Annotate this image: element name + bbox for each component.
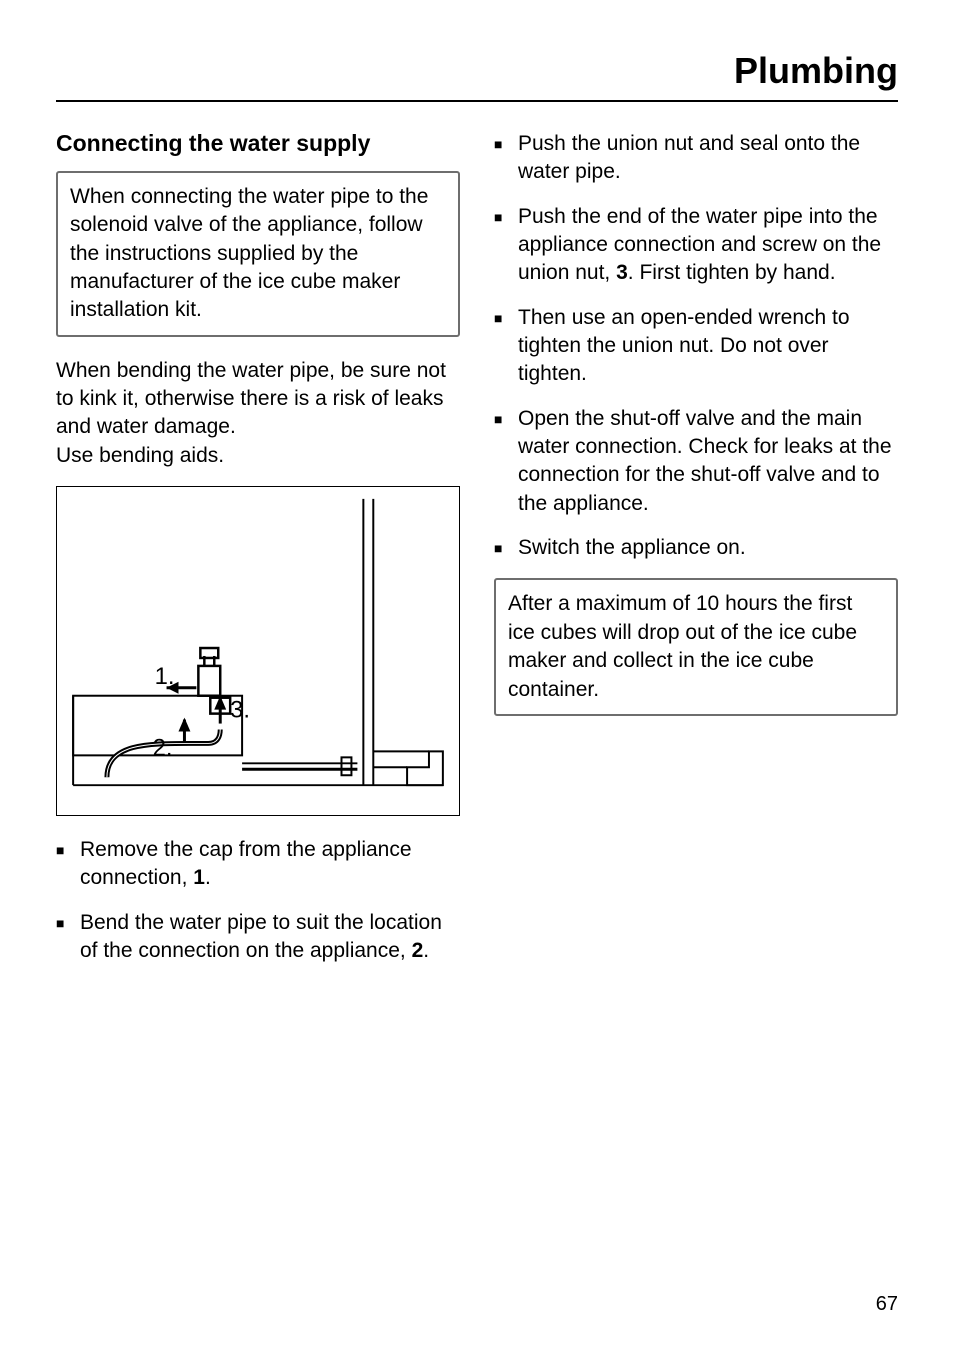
figure-label-2: 2.	[153, 734, 173, 761]
page-title: Plumbing	[56, 50, 898, 92]
bullet-square-icon: ■	[56, 909, 80, 966]
paragraph-bending: When bending the water pipe, be sure not…	[56, 357, 460, 470]
bullet-text: Switch the appliance on.	[518, 534, 898, 562]
figure-label-1: 1.	[155, 663, 175, 690]
bullet-square-icon: ■	[494, 534, 518, 562]
list-item: ■ Bend the water pipe to suit the locati…	[56, 909, 460, 966]
bullet-square-icon: ■	[56, 836, 80, 893]
bullet-text: Push the end of the water pipe into the …	[518, 203, 898, 288]
list-item: ■ Remove the cap from the appliance conn…	[56, 836, 460, 893]
list-item: ■ Push the end of the water pipe into th…	[494, 203, 898, 288]
info-box-instructions: When connecting the water pipe to the so…	[56, 171, 460, 337]
list-item: ■ Switch the appliance on.	[494, 534, 898, 562]
section-title: Connecting the water supply	[56, 130, 460, 157]
left-column: Connecting the water supply When connect…	[56, 130, 460, 981]
bullet-text: Bend the water pipe to suit the location…	[80, 909, 460, 966]
list-item: ■ Push the union nut and seal onto the w…	[494, 130, 898, 187]
bullet-text: Remove the cap from the appliance connec…	[80, 836, 460, 893]
figure-label-3: 3.	[230, 697, 250, 724]
bullet-square-icon: ■	[494, 304, 518, 389]
two-column-layout: Connecting the water supply When connect…	[56, 130, 898, 981]
bullet-square-icon: ■	[494, 203, 518, 288]
list-item: ■ Open the shut-off valve and the main w…	[494, 405, 898, 518]
bullet-square-icon: ■	[494, 130, 518, 187]
connection-diagram: 1. 2. 3.	[56, 486, 460, 816]
bullet-text: Push the union nut and seal onto the wat…	[518, 130, 898, 187]
info-box-ice-cubes: After a maximum of 10 hours the first ic…	[494, 578, 898, 715]
list-item: ■ Then use an open-ended wrench to tight…	[494, 304, 898, 389]
bullet-text: Open the shut-off valve and the main wat…	[518, 405, 898, 518]
page-number: 67	[876, 1293, 898, 1316]
title-rule	[56, 100, 898, 102]
bullet-square-icon: ■	[494, 405, 518, 518]
right-column: ■ Push the union nut and seal onto the w…	[494, 130, 898, 981]
bullet-text: Then use an open-ended wrench to tighten…	[518, 304, 898, 389]
